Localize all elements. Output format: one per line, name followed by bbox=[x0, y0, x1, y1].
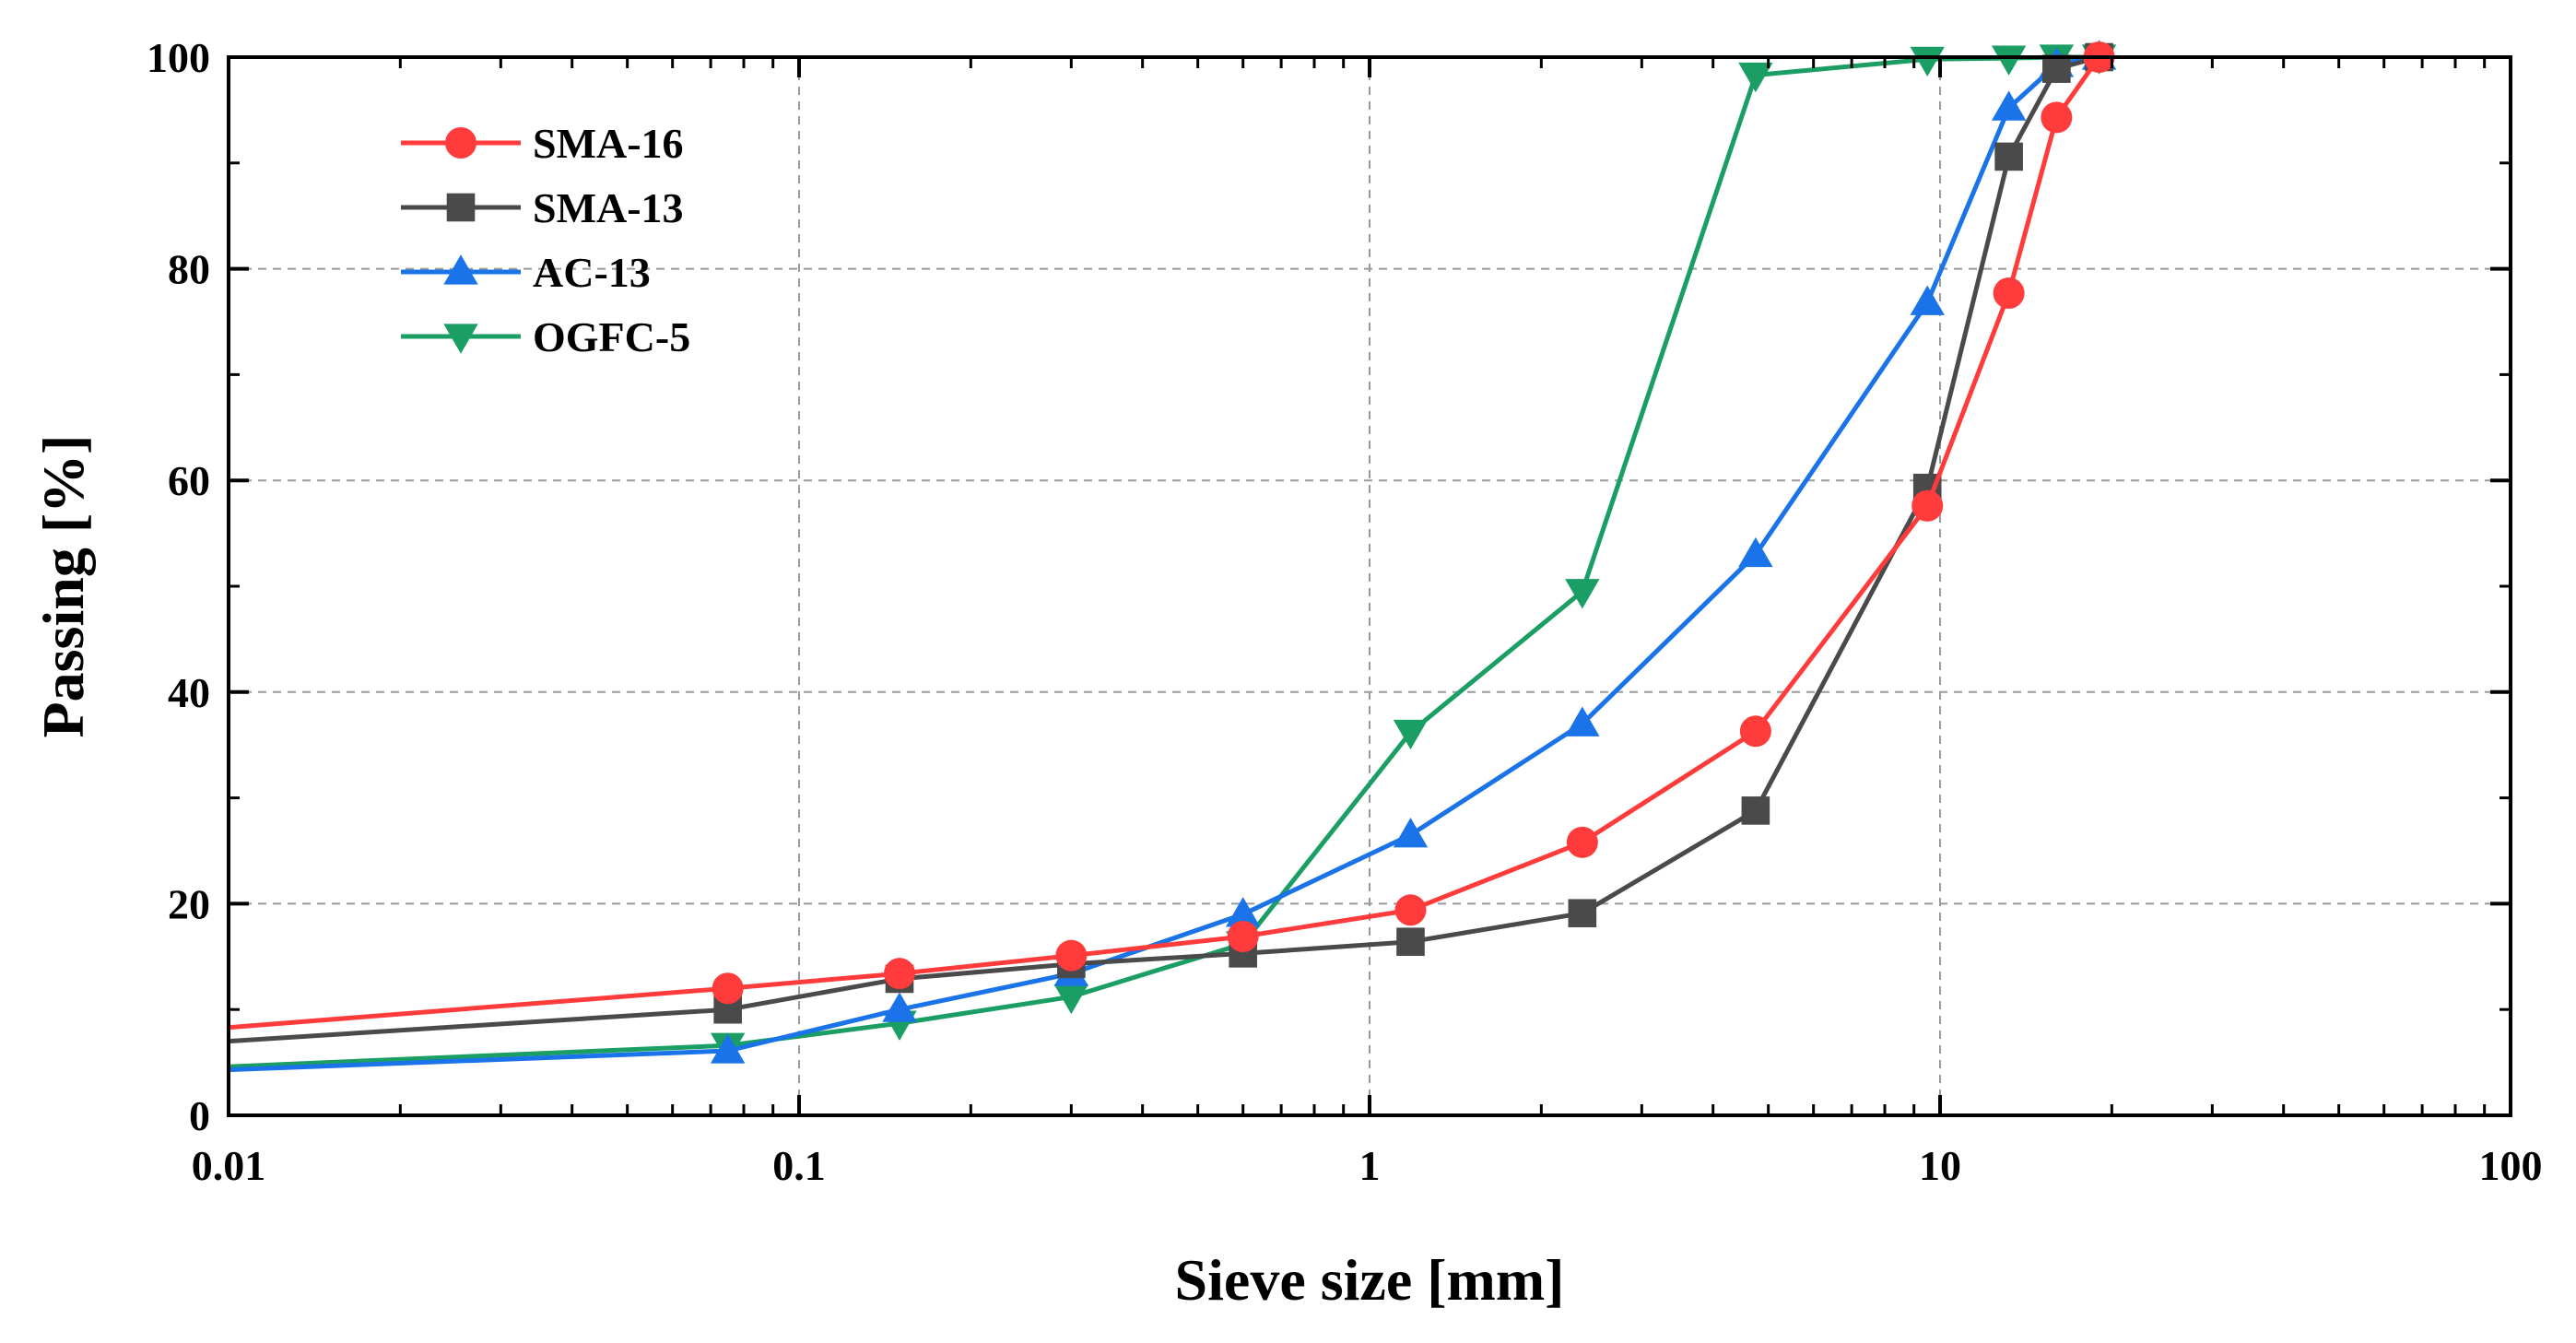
data-point-sma-13 bbox=[1568, 899, 1597, 928]
series-line-ac-13 bbox=[228, 54, 2100, 1073]
data-point-sma-16 bbox=[1911, 489, 1944, 522]
y-tick-label: 0 bbox=[189, 1092, 210, 1139]
data-point-ogfc-5 bbox=[1910, 46, 1945, 77]
data-point-sma-13 bbox=[1396, 927, 1425, 957]
series-sma-13 bbox=[228, 42, 2113, 1044]
series-ogfc-5 bbox=[228, 44, 2117, 1069]
data-point-ogfc-5 bbox=[1053, 984, 1089, 1015]
data-point-ac-13 bbox=[1565, 706, 1600, 736]
legend-item-ogfc-5: OGFC-5 bbox=[401, 313, 690, 360]
legend-marker-sma-13 bbox=[446, 193, 476, 222]
data-point-ogfc-5 bbox=[1991, 45, 2027, 76]
grid-lines bbox=[229, 57, 2511, 1115]
legend-item-sma-13: SMA-13 bbox=[401, 184, 684, 231]
data-point-sma-16 bbox=[1739, 715, 1771, 748]
y-tick-label: 80 bbox=[168, 246, 210, 293]
data-point-sma-16 bbox=[884, 958, 916, 990]
data-point-sma-16 bbox=[712, 972, 744, 1005]
data-point-sma-16 bbox=[1055, 939, 1088, 972]
series-sma-16 bbox=[228, 41, 2115, 1031]
data-point-ac-13 bbox=[1738, 536, 1773, 568]
data-point-sma-13 bbox=[1741, 796, 1770, 825]
legend-label-ac-13: AC-13 bbox=[533, 249, 651, 296]
x-axis-title: Sieve size [mm] bbox=[1175, 1247, 1565, 1313]
data-point-sma-16 bbox=[1566, 826, 1598, 858]
legend-marker-ac-13 bbox=[443, 254, 478, 285]
data-point-sma-13 bbox=[2042, 54, 2071, 83]
series-line-sma-16 bbox=[228, 55, 2101, 1031]
data-series bbox=[228, 40, 2117, 1073]
data-point-ac-13 bbox=[1910, 285, 1945, 315]
data-point-sma-16 bbox=[2041, 101, 2073, 134]
data-point-ogfc-5 bbox=[1393, 719, 1429, 750]
data-point-sma-16 bbox=[1993, 277, 2025, 310]
legend: SMA-16 SMA-13 AC-13 OGFC-5 bbox=[401, 120, 690, 360]
y-tick-label: 20 bbox=[168, 880, 210, 927]
axes: 0.01 0.1 1 10 100 0 20 40 60 80 100 bbox=[147, 34, 2543, 1189]
legend-item-ac-13: AC-13 bbox=[401, 249, 651, 296]
series-ac-13 bbox=[228, 40, 2117, 1073]
y-tick-label: 60 bbox=[168, 457, 210, 504]
legend-item-sma-16: SMA-16 bbox=[401, 120, 684, 167]
y-tick-label: 100 bbox=[147, 34, 210, 81]
data-point-sma-16 bbox=[1227, 920, 1259, 952]
y-axis-title: Passing [%] bbox=[30, 435, 96, 738]
data-point-sma-16 bbox=[1394, 894, 1427, 926]
x-tick-label: 0.01 bbox=[192, 1142, 266, 1189]
data-point-ogfc-5 bbox=[1738, 62, 1773, 93]
x-tick-label: 100 bbox=[2479, 1142, 2543, 1189]
x-tick-label: 0.1 bbox=[772, 1142, 826, 1189]
legend-label-ogfc-5: OGFC-5 bbox=[533, 313, 690, 360]
legend-label-sma-13: SMA-13 bbox=[533, 184, 684, 231]
data-point-ac-13 bbox=[882, 992, 917, 1022]
data-point-ogfc-5 bbox=[1565, 579, 1600, 609]
legend-marker-sma-16 bbox=[445, 127, 476, 159]
legend-label-sma-16: SMA-16 bbox=[533, 120, 684, 167]
y-tick-label: 40 bbox=[168, 669, 210, 716]
legend-marker-ogfc-5 bbox=[443, 324, 478, 354]
data-point-ac-13 bbox=[1393, 818, 1429, 848]
data-point-sma-13 bbox=[1994, 142, 2023, 171]
series-line-sma-13 bbox=[228, 54, 2100, 1044]
data-point-ac-13 bbox=[1991, 90, 2027, 121]
x-tick-label: 1 bbox=[1359, 1142, 1381, 1189]
x-tick-label: 10 bbox=[1919, 1142, 1961, 1189]
data-point-ac-13 bbox=[1225, 897, 1261, 927]
data-point-ac-13 bbox=[710, 1033, 746, 1064]
